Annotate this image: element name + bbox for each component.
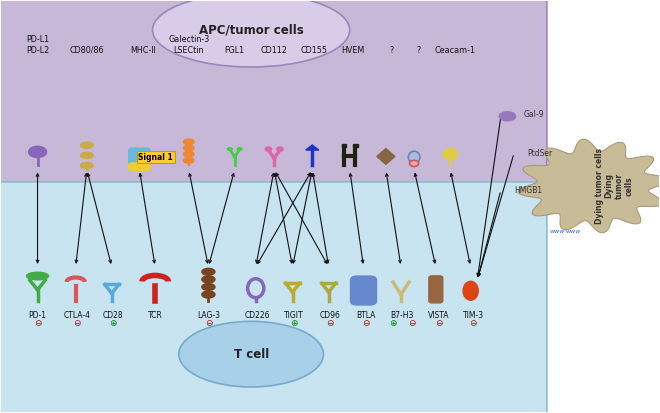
Polygon shape <box>306 145 319 150</box>
Text: ⊖: ⊖ <box>34 319 42 328</box>
Text: ⊖: ⊖ <box>205 319 212 328</box>
Text: PD-1: PD-1 <box>28 311 47 320</box>
Text: APC/tumor cells: APC/tumor cells <box>199 24 304 37</box>
Ellipse shape <box>26 272 49 280</box>
Text: ⊖: ⊖ <box>469 319 477 328</box>
Text: ⊖: ⊖ <box>73 319 81 328</box>
Text: CD96: CD96 <box>319 311 341 320</box>
Ellipse shape <box>152 0 350 67</box>
Ellipse shape <box>227 148 232 150</box>
Text: HVEM: HVEM <box>341 46 364 55</box>
Text: B7-H3: B7-H3 <box>391 311 414 320</box>
Ellipse shape <box>237 148 242 150</box>
Text: HMGB1: HMGB1 <box>514 185 542 195</box>
Text: ⊕: ⊕ <box>290 319 298 328</box>
Text: Dying
tumor
cells: Dying tumor cells <box>605 173 634 199</box>
Ellipse shape <box>410 160 418 166</box>
Ellipse shape <box>179 321 323 387</box>
Text: TCR: TCR <box>148 311 163 320</box>
Text: CD80/86: CD80/86 <box>69 46 104 55</box>
Text: ⊖: ⊖ <box>435 319 442 328</box>
Text: FGL1: FGL1 <box>224 46 245 55</box>
Text: Gal-9: Gal-9 <box>524 110 544 119</box>
FancyBboxPatch shape <box>129 148 140 168</box>
Text: ?: ? <box>389 46 393 55</box>
Text: CD155: CD155 <box>300 46 327 55</box>
Text: Signal 1: Signal 1 <box>139 153 173 162</box>
Ellipse shape <box>183 145 194 151</box>
Ellipse shape <box>202 283 215 290</box>
Text: ⊖: ⊖ <box>362 319 370 328</box>
FancyBboxPatch shape <box>429 276 443 303</box>
Text: ⊖: ⊖ <box>326 319 334 328</box>
Text: Galectin-3
LSECtin: Galectin-3 LSECtin <box>168 36 209 55</box>
Text: ?: ? <box>416 46 421 55</box>
Text: PD-L1
PD-L2: PD-L1 PD-L2 <box>26 36 49 55</box>
Ellipse shape <box>202 291 215 298</box>
Text: CD112: CD112 <box>261 46 288 55</box>
Text: ⊖: ⊖ <box>409 319 416 328</box>
Text: www: www <box>549 229 564 234</box>
Ellipse shape <box>443 149 457 160</box>
Text: T cell: T cell <box>234 348 269 361</box>
Ellipse shape <box>202 276 215 283</box>
Ellipse shape <box>183 157 194 163</box>
Ellipse shape <box>183 152 194 157</box>
Text: Dying tumor cells: Dying tumor cells <box>595 148 604 224</box>
Text: Ceacam-1: Ceacam-1 <box>434 46 475 55</box>
Ellipse shape <box>81 152 93 159</box>
Ellipse shape <box>81 142 93 148</box>
Ellipse shape <box>81 162 93 169</box>
Text: CD28: CD28 <box>103 311 123 320</box>
Ellipse shape <box>183 139 194 145</box>
Ellipse shape <box>202 268 215 275</box>
Text: TIM-3: TIM-3 <box>463 311 484 320</box>
Ellipse shape <box>409 151 420 164</box>
FancyBboxPatch shape <box>0 0 547 206</box>
FancyBboxPatch shape <box>350 276 377 305</box>
Bar <box>353 145 358 147</box>
Text: ⊕: ⊕ <box>110 319 117 328</box>
Polygon shape <box>518 139 660 233</box>
Text: VISTA: VISTA <box>428 311 449 320</box>
Text: TIGIT: TIGIT <box>284 311 304 320</box>
FancyBboxPatch shape <box>129 163 150 171</box>
Ellipse shape <box>463 281 478 300</box>
Text: MHC-II: MHC-II <box>130 46 156 55</box>
Circle shape <box>277 147 283 151</box>
Bar <box>341 145 347 147</box>
Text: LAG-3: LAG-3 <box>197 311 220 320</box>
FancyBboxPatch shape <box>139 148 150 168</box>
Ellipse shape <box>499 112 515 121</box>
FancyBboxPatch shape <box>0 182 547 413</box>
Circle shape <box>265 147 272 151</box>
Polygon shape <box>377 149 395 164</box>
Text: ⊕: ⊕ <box>389 319 396 328</box>
Text: www: www <box>566 229 581 234</box>
Text: CTLA-4: CTLA-4 <box>63 311 90 320</box>
Text: BTLA: BTLA <box>356 311 376 320</box>
Circle shape <box>28 146 47 158</box>
Text: CD226: CD226 <box>245 311 271 320</box>
Text: PtdSer: PtdSer <box>527 149 552 158</box>
